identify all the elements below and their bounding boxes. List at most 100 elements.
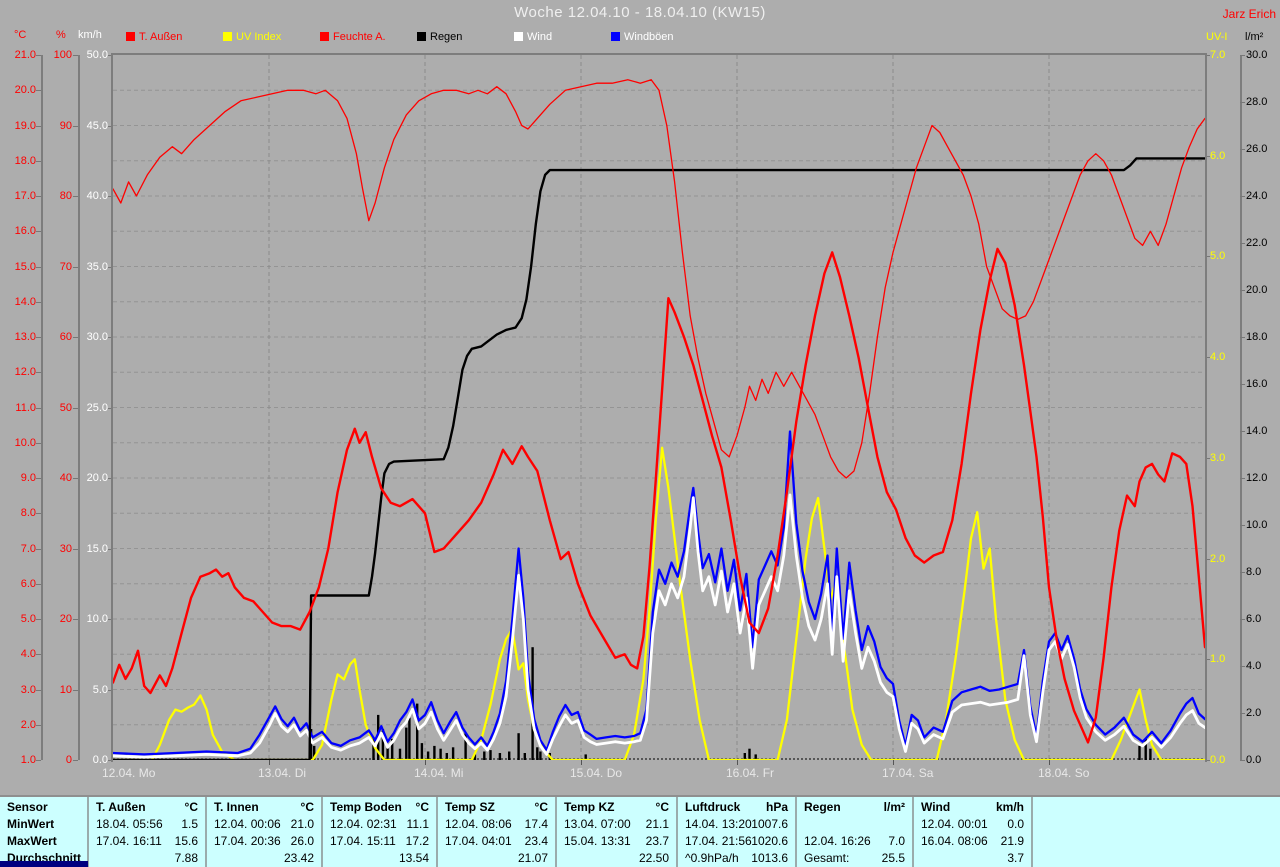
tick-label-c: 13.0	[14, 331, 36, 343]
tick-mark-pct	[73, 407, 78, 409]
table-max-time: 16.04. 08:06	[921, 834, 988, 848]
axis-line-pct	[78, 55, 80, 760]
tick-label-lm2: 8.0	[1246, 566, 1262, 578]
tick-label-lm2: 4.0	[1246, 660, 1262, 672]
tick-label-kmh: 5.0	[92, 683, 108, 696]
tick-label-lm2: 10.0	[1246, 519, 1268, 531]
tick-mark-c	[36, 442, 41, 444]
tick-mark-pct	[73, 125, 78, 127]
tick-mark-lm2	[1240, 243, 1245, 244]
tick-label-pct: 40	[59, 472, 72, 484]
tick-label-lm2: 6.0	[1246, 613, 1262, 625]
table-max-value: 1020.6	[751, 834, 788, 848]
unit-lm2: l/m²	[1245, 31, 1264, 43]
table-max-value: 15.6	[174, 834, 198, 848]
day-label: 18.04. So	[1038, 766, 1090, 780]
tick-label-c: 8.0	[20, 507, 36, 520]
table-min-value: 1.5	[181, 817, 198, 831]
tick-label-c: 16.0	[14, 225, 36, 238]
legend-swatch-icon	[417, 32, 426, 41]
tick-mark-kmh	[108, 266, 113, 268]
table-min-row: 18.04. 05:56 1.5	[89, 816, 205, 833]
axis-line-lm2	[1240, 55, 1242, 760]
tick-mark-kmh	[108, 196, 113, 197]
table-col-luftdruck: Luftdruck hPa 14.04. 13:20 1007.6 17.04. 21:…	[678, 797, 797, 867]
tick-label-kmh: 30.0	[86, 331, 108, 343]
table-min-value: 17.4	[524, 817, 548, 831]
day-label: 14.04. Mi	[414, 766, 464, 780]
tick-label-lm2: 16.0	[1246, 378, 1268, 390]
day-tick	[1049, 760, 1050, 765]
tick-label-pct: 10	[59, 683, 72, 696]
tick-label-lm2: 0.0	[1246, 754, 1262, 766]
plot-border	[111, 53, 1207, 762]
day-tick	[893, 760, 894, 765]
table-avg-row: 3.7	[914, 850, 1031, 867]
tick-mark-pct	[73, 689, 78, 691]
table-col-name: Temp SZ	[445, 800, 495, 814]
legend-item-1: T. Außen	[126, 31, 182, 43]
summary-table: Sensor MinWert MaxWert Durchschnitt T. Außen…	[0, 795, 1280, 867]
tick-mark-uv	[1205, 558, 1210, 560]
tick-label-lm2: 30.0	[1246, 49, 1268, 61]
table-min-time: 12.04. 00:01	[921, 817, 988, 831]
table-max-row: 17.04. 16:11 15.6	[89, 833, 205, 850]
tick-label-lm2: 26.0	[1246, 143, 1268, 155]
table-max-value: 23.7	[645, 834, 669, 848]
tick-label-c: 5.0	[20, 613, 36, 625]
tick-label-c: 19.0	[14, 119, 36, 132]
legend-item-6: Windböen	[611, 31, 674, 43]
tick-label-pct: 0	[65, 754, 72, 766]
tick-label-c: 3.0	[20, 683, 36, 696]
legend-label: Feuchte A.	[333, 31, 386, 43]
unit-uvi: UV-I	[1206, 31, 1228, 43]
table-avg-row: Gesamt: 25.5	[797, 850, 912, 867]
table-min-time: 18.04. 05:56	[96, 817, 163, 831]
table-avg-value: 22.50	[638, 851, 669, 865]
table-col-unit: hPa	[765, 800, 788, 814]
tick-label-pct: 80	[59, 190, 72, 202]
table-avg-row: 13.54	[323, 850, 436, 867]
table-avg-row: 7.88	[89, 850, 205, 867]
tick-mark-kmh	[108, 55, 113, 56]
legend-swatch-icon	[126, 32, 135, 41]
table-row-header-label: MaxWert	[7, 834, 57, 848]
tick-label-kmh: 35.0	[86, 260, 108, 273]
table-col-unit: °C	[300, 800, 314, 814]
tick-mark-c	[36, 337, 41, 338]
tick-label-pct: 100	[53, 49, 72, 61]
tick-mark-kmh	[108, 760, 113, 761]
tick-label-c: 7.0	[20, 542, 36, 555]
tick-mark-lm2	[1240, 102, 1245, 103]
tick-label-pct: 50	[59, 401, 72, 414]
table-avg-row: 23.42	[207, 850, 321, 867]
legend-item-5: Wind	[514, 31, 552, 43]
tick-mark-uv	[1205, 55, 1210, 56]
table-col-header: Luftdruck hPa	[678, 799, 795, 816]
tick-label-c: 4.0	[20, 648, 36, 661]
table-col-t-au-en: T. Außen °C 18.04. 05:56 1.5 17.04. 16:11 15.…	[89, 797, 207, 867]
tick-mark-kmh	[108, 478, 113, 479]
tick-mark-c	[36, 689, 41, 691]
tick-mark-lm2	[1240, 572, 1245, 573]
tick-mark-c	[36, 407, 41, 409]
tick-label-c: 1.0	[20, 754, 36, 766]
tick-label-lm2: 12.0	[1246, 472, 1268, 484]
tick-mark-pct	[73, 619, 78, 620]
tick-label-kmh: 40.0	[86, 190, 108, 202]
table-col-header: T. Außen °C	[89, 799, 205, 816]
tick-mark-pct	[73, 266, 78, 268]
table-avg-row: 22.50	[557, 850, 676, 867]
tick-mark-pct	[73, 55, 78, 56]
tick-label-pct: 60	[59, 331, 72, 343]
tick-mark-kmh	[108, 125, 113, 127]
day-tick	[737, 760, 738, 765]
tick-label-lm2: 2.0	[1246, 707, 1262, 719]
tick-mark-c	[36, 760, 41, 761]
tick-mark-c	[36, 90, 41, 92]
legend-swatch-icon	[223, 32, 232, 41]
table-max-row: 17.04. 21:56 1020.6	[678, 833, 795, 850]
table-min-value: 1007.6	[751, 817, 788, 831]
tick-mark-uv	[1205, 357, 1210, 359]
table-min-time: 12.04. 00:06	[214, 817, 281, 831]
